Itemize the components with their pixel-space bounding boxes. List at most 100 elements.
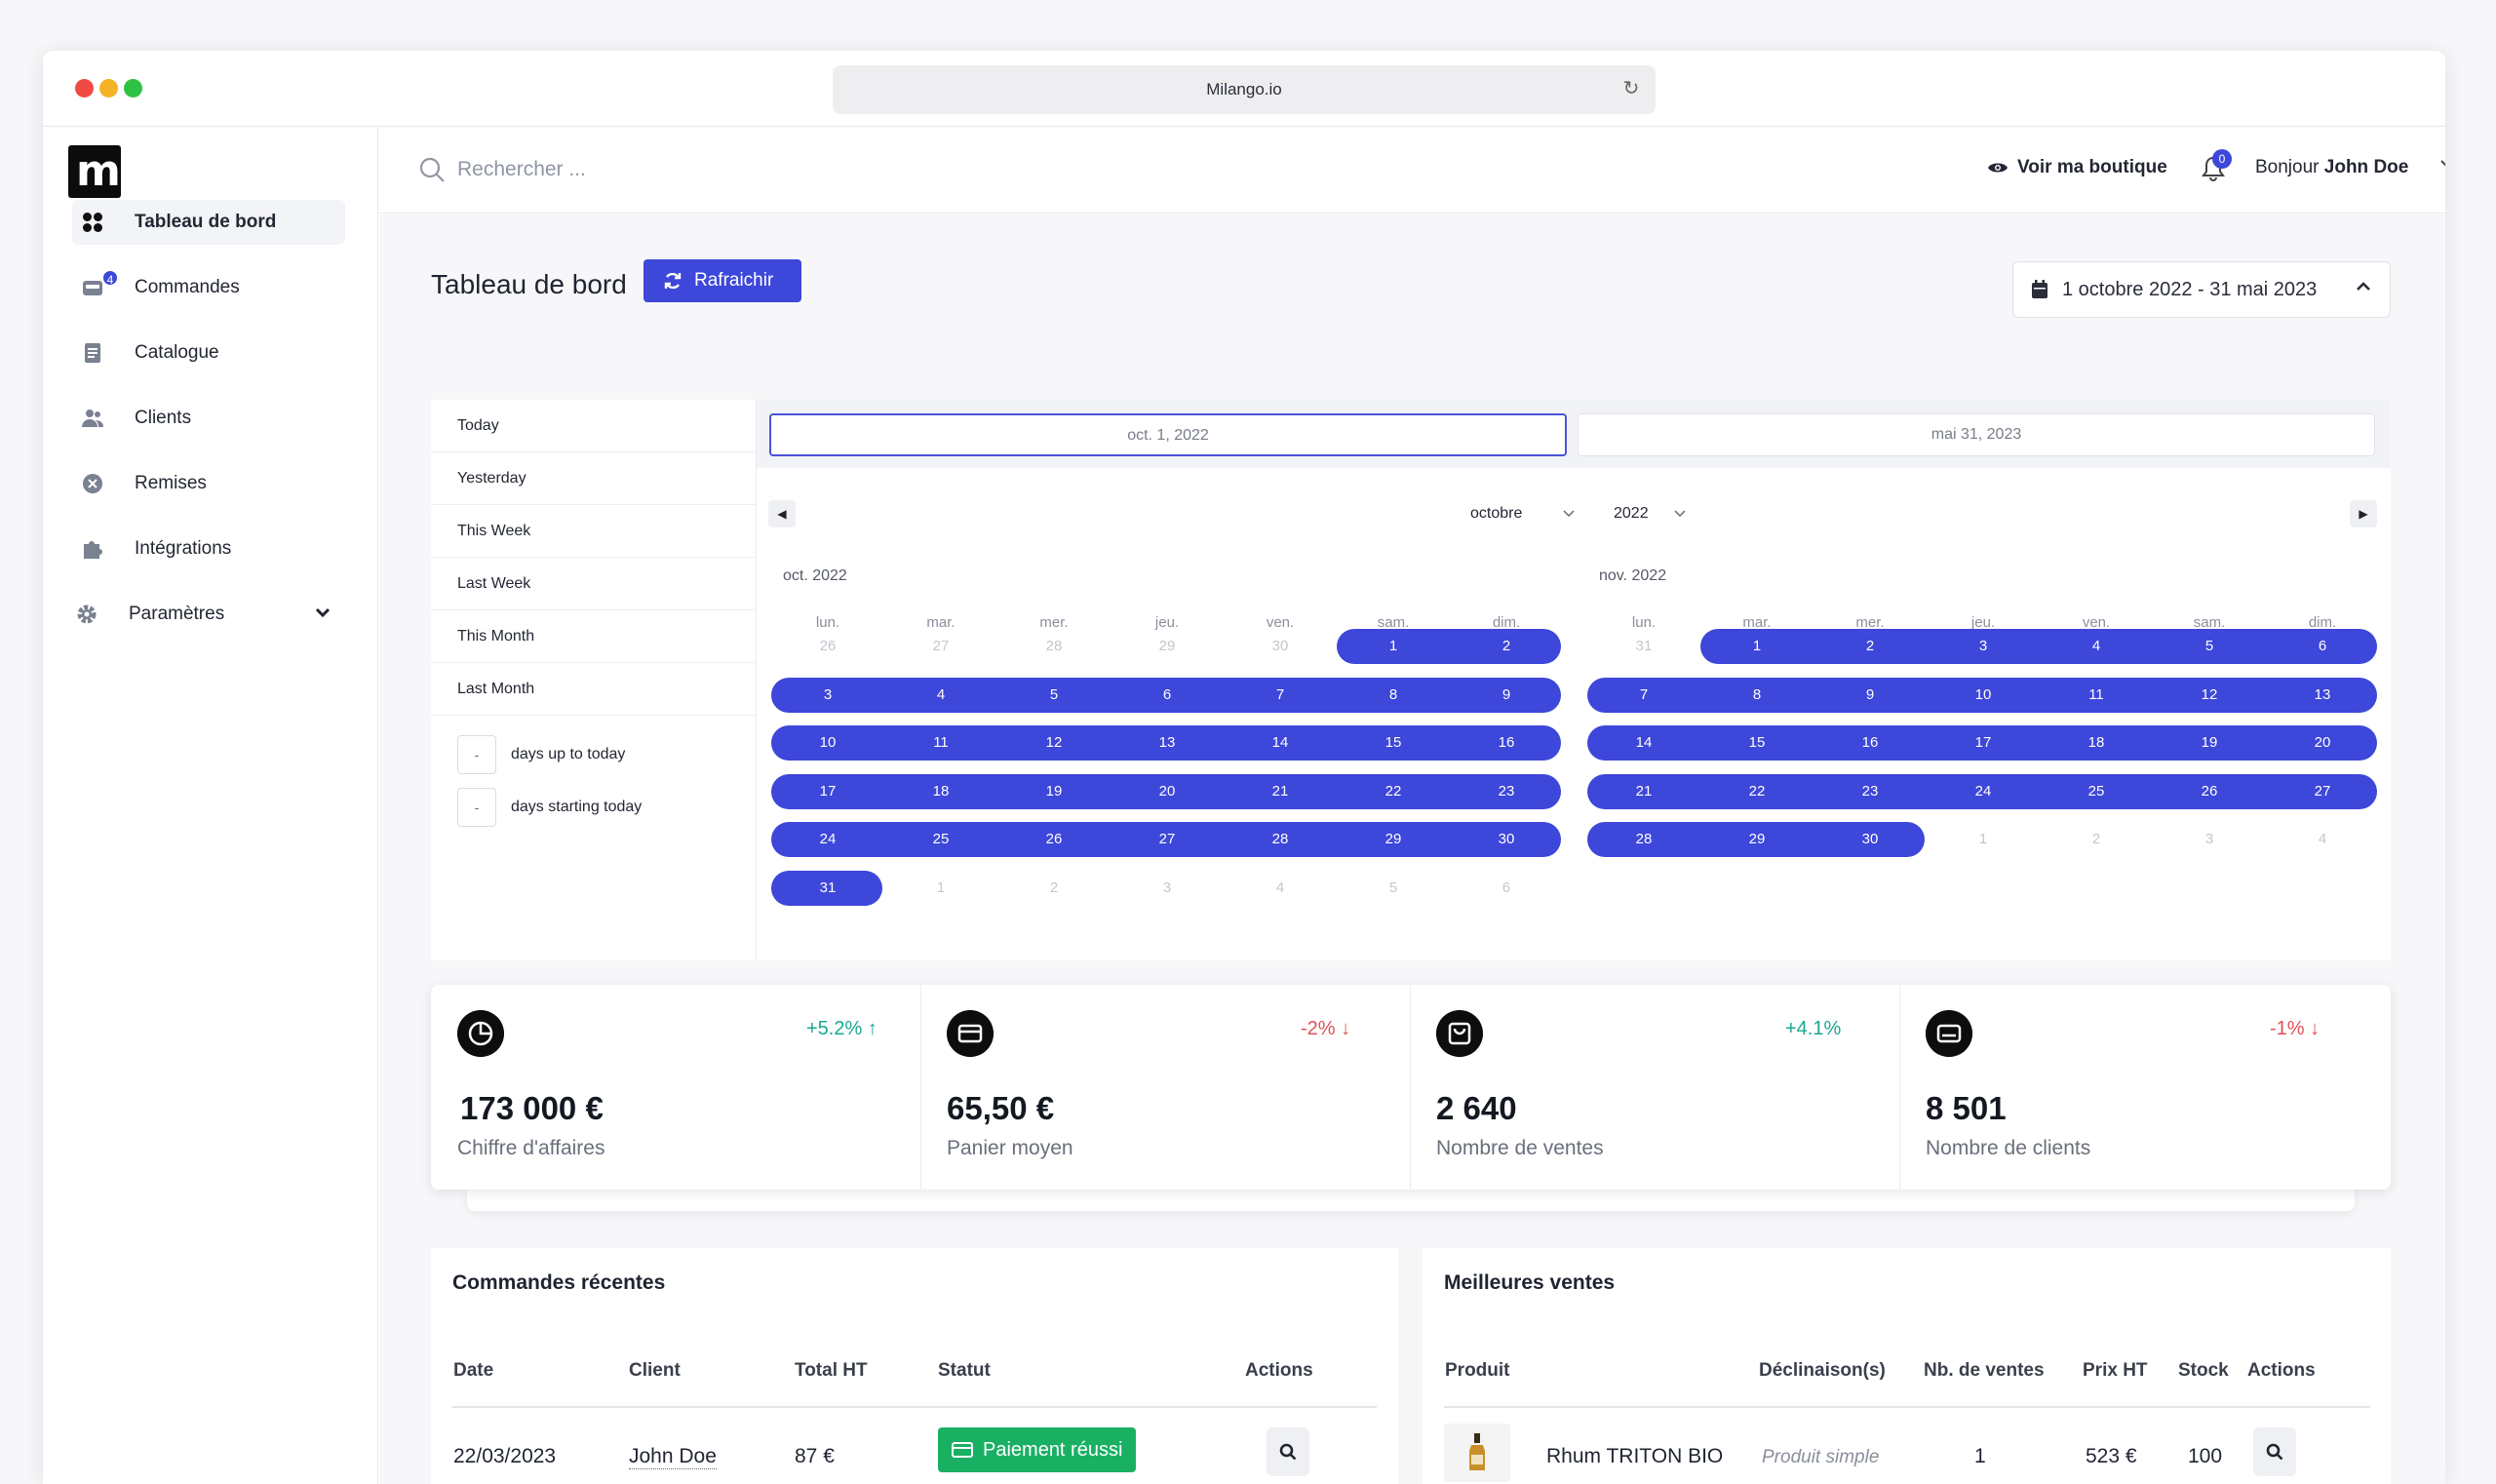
sidebar-item-integrations[interactable]: Intégrations <box>72 527 345 571</box>
calendar-day[interactable]: 12 <box>2201 685 2218 703</box>
calendar-day[interactable]: 30 <box>1498 831 1515 847</box>
calendar-day[interactable]: 26 <box>819 638 837 654</box>
calendar-day[interactable]: 1 <box>1978 831 1988 847</box>
calendar-day[interactable]: 29 <box>1748 831 1766 847</box>
calendar-day[interactable]: 27 <box>1158 831 1176 847</box>
calendar-day[interactable]: 22 <box>1748 782 1766 800</box>
calendar-day[interactable]: 29 <box>1384 831 1402 847</box>
calendar-day[interactable]: 2 <box>1049 879 1059 896</box>
calendar-day[interactable]: 2 <box>1502 638 1511 654</box>
reload-icon[interactable]: ↻ <box>1622 78 1640 99</box>
refresh-button[interactable]: Rafraichir <box>644 259 801 302</box>
maximize-window-button[interactable] <box>124 79 142 98</box>
calendar-day[interactable]: 18 <box>2087 734 2105 751</box>
calendar-day[interactable]: 3 <box>1162 879 1172 896</box>
calendar-day[interactable]: 27 <box>2314 782 2331 800</box>
calendar-day[interactable]: 31 <box>1635 638 1653 654</box>
calendar-day[interactable]: 19 <box>1045 782 1063 800</box>
chevron-down-icon[interactable] <box>1562 507 1576 521</box>
calendar-day[interactable]: 23 <box>1861 782 1879 800</box>
calendar-day[interactable]: 5 <box>1049 685 1059 703</box>
date-range-button[interactable]: 1 octobre 2022 - 31 mai 2023 <box>2012 261 2391 318</box>
calendar-day[interactable]: 30 <box>1271 638 1289 654</box>
days-up-to-today-input[interactable]: - <box>457 735 496 774</box>
close-window-button[interactable] <box>75 79 94 98</box>
calendar-day[interactable]: 24 <box>1974 782 1992 800</box>
view-product-button[interactable] <box>2253 1427 2296 1476</box>
calendar-day[interactable]: 8 <box>1388 685 1398 703</box>
prev-month-button[interactable]: ◀ <box>768 500 796 527</box>
calendar-day[interactable]: 3 <box>2204 831 2214 847</box>
year-select[interactable]: 2022 <box>1614 505 1649 522</box>
calendar-day[interactable]: 5 <box>1388 879 1398 896</box>
preset-this-week[interactable]: This Week <box>431 505 757 558</box>
calendar-day[interactable]: 9 <box>1865 685 1875 703</box>
calendar-day[interactable]: 29 <box>1158 638 1176 654</box>
start-date-input[interactable]: oct. 1, 2022 <box>769 413 1567 456</box>
calendar-day[interactable]: 4 <box>936 685 946 703</box>
calendar-day[interactable]: 1 <box>936 879 946 896</box>
view-order-button[interactable] <box>1267 1427 1309 1476</box>
calendar-day[interactable]: 2 <box>1865 638 1875 654</box>
preset-last-month[interactable]: Last Month <box>431 663 757 716</box>
user-menu[interactable]: Bonjour John Doe <box>2255 157 2408 178</box>
calendar-day[interactable]: 28 <box>1635 831 1653 847</box>
calendar-day[interactable]: 11 <box>2088 685 2104 703</box>
preset-this-month[interactable]: This Month <box>431 610 757 663</box>
calendar-day[interactable]: 30 <box>1861 831 1879 847</box>
calendar-day[interactable]: 17 <box>819 782 837 800</box>
calendar-day[interactable]: 16 <box>1861 734 1879 751</box>
calendar-day[interactable]: 16 <box>1498 734 1515 751</box>
calendar-day[interactable]: 14 <box>1271 734 1289 751</box>
calendar-day[interactable]: 10 <box>1974 685 1992 703</box>
calendar-day[interactable]: 1 <box>1388 638 1398 654</box>
calendar-day[interactable]: 25 <box>932 831 950 847</box>
calendar-day[interactable]: 20 <box>1158 782 1176 800</box>
preset-last-week[interactable]: Last Week <box>431 558 757 610</box>
calendar-day[interactable]: 7 <box>1275 685 1285 703</box>
logo[interactable]: m <box>68 145 121 198</box>
calendar-day[interactable]: 1 <box>1752 638 1762 654</box>
search-input[interactable] <box>457 153 847 186</box>
month-select[interactable]: octobre <box>1470 505 1523 522</box>
calendar-day[interactable]: 5 <box>2204 638 2214 654</box>
address-bar[interactable]: Milango.io ↻ <box>833 65 1656 114</box>
calendar-day[interactable]: 3 <box>1978 638 1988 654</box>
voir-boutique-link[interactable]: Voir ma boutique <box>1988 157 2167 178</box>
order-client-link[interactable]: John Doe <box>629 1445 717 1469</box>
sidebar-item-commandes[interactable]: 4 Commandes <box>72 265 345 310</box>
preset-yesterday[interactable]: Yesterday <box>431 452 757 505</box>
calendar-day[interactable]: 31 <box>819 879 837 896</box>
calendar-day[interactable]: 28 <box>1271 831 1289 847</box>
calendar-day[interactable]: 4 <box>2091 638 2101 654</box>
calendar-day[interactable]: 15 <box>1384 734 1402 751</box>
calendar-day[interactable]: 24 <box>819 831 837 847</box>
calendar-day[interactable]: 6 <box>2318 638 2327 654</box>
calendar-day[interactable]: 26 <box>2201 782 2218 800</box>
chevron-down-icon[interactable] <box>2438 155 2445 173</box>
calendar-day[interactable]: 18 <box>932 782 950 800</box>
preset-today[interactable]: Today <box>431 400 757 452</box>
calendar-day[interactable]: 23 <box>1498 782 1515 800</box>
sidebar-item-tableau-de-bord[interactable]: Tableau de bord <box>72 200 345 245</box>
calendar-day[interactable]: 13 <box>2314 685 2331 703</box>
chevron-down-icon[interactable] <box>1673 507 1687 521</box>
sidebar-item-catalogue[interactable]: Catalogue <box>72 331 345 375</box>
calendar-day[interactable]: 6 <box>1502 879 1511 896</box>
calendar-day[interactable]: 21 <box>1271 782 1289 800</box>
next-month-button[interactable]: ▶ <box>2350 500 2377 527</box>
calendar-day[interactable]: 3 <box>823 685 833 703</box>
calendar-day[interactable]: 2 <box>2091 831 2101 847</box>
calendar-day[interactable]: 7 <box>1639 685 1649 703</box>
calendar-day[interactable]: 19 <box>2201 734 2218 751</box>
sidebar-item-remises[interactable]: Remises <box>72 461 345 506</box>
calendar-day[interactable]: 10 <box>819 734 837 751</box>
sidebar-item-clients[interactable]: Clients <box>72 396 345 441</box>
calendar-day[interactable]: 15 <box>1748 734 1766 751</box>
calendar-day[interactable]: 27 <box>932 638 950 654</box>
calendar-day[interactable]: 12 <box>1045 734 1063 751</box>
calendar-day[interactable]: 11 <box>933 734 949 751</box>
calendar-day[interactable]: 14 <box>1635 734 1653 751</box>
calendar-day[interactable]: 28 <box>1045 638 1063 654</box>
calendar-day[interactable]: 8 <box>1752 685 1762 703</box>
